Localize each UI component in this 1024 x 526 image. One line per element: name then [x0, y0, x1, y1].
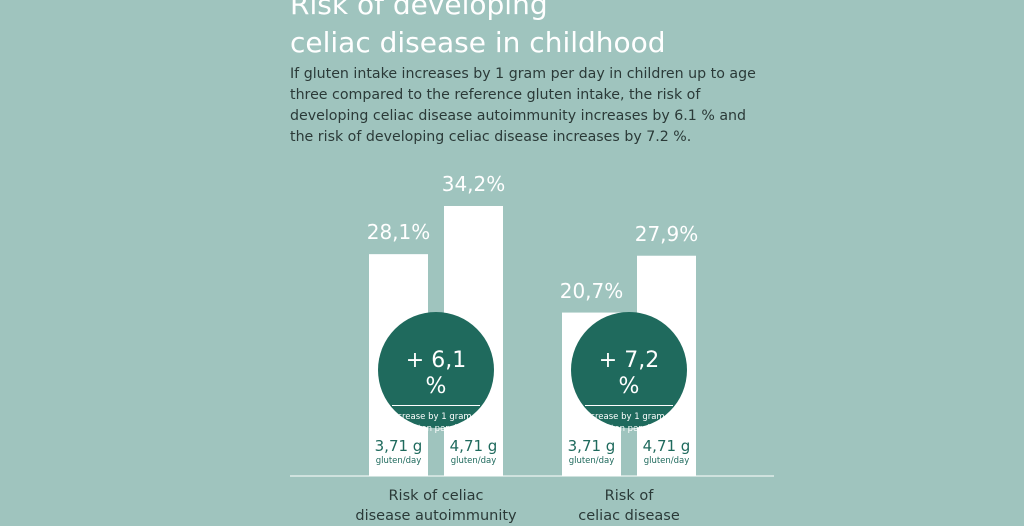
bar-chart: [290, 205, 774, 477]
gram-label-2-2: 4,71 g gluten/day: [637, 438, 696, 467]
value-label-2-1: 20,7%: [559, 278, 624, 303]
gram-amount: 3,71 g: [374, 437, 423, 455]
gram-amount: 4,71 g: [642, 437, 691, 455]
increase-note-line: gluten per day: [597, 424, 661, 434]
increase-bubble-2: + 7,2 % Increase by 1 gram of gluten per d…: [571, 312, 687, 434]
gram-unit: gluten/day: [450, 456, 497, 466]
gram-unit: gluten/day: [568, 456, 615, 466]
increase-note-line: Increase by 1 gram of: [389, 412, 483, 422]
gram-unit: gluten/day: [375, 456, 422, 466]
group-label-2: Risk of celiac disease: [519, 486, 739, 526]
increase-note-line: Increase by 1 gram of: [582, 412, 676, 422]
chart-subtitle: If gluten intake increases by 1 gram per…: [290, 66, 756, 145]
increase-note: Increase by 1 gram of gluten per day: [378, 411, 494, 435]
group-label-line-2: disease autoimmunity: [355, 508, 517, 524]
increase-value: + 7,2 %: [585, 348, 673, 406]
group-label-line-2: celiac disease: [578, 508, 680, 524]
gram-label-2-1: 3,71 g gluten/day: [562, 438, 621, 467]
gram-amount: 4,71 g: [449, 437, 498, 455]
gram-label-1-1: 3,71 g gluten/day: [369, 438, 428, 467]
gram-amount: 3,71 g: [567, 437, 616, 455]
value-label-1-1: 28,1%: [366, 220, 431, 245]
chart-title: Risk of developing celiac disease in chi…: [290, 0, 666, 62]
increase-value: + 6,1 %: [392, 348, 480, 406]
title-line-2: celiac disease in childhood: [290, 26, 666, 59]
gram-label-1-2: 4,71 g gluten/day: [444, 438, 503, 467]
value-label-1-2: 34,2%: [441, 171, 506, 196]
increase-note-line: gluten per day: [404, 424, 468, 434]
title-line-1: Risk of developing: [290, 0, 548, 21]
group-label-1: Risk of celiac disease autoimmunity: [326, 486, 546, 526]
gram-unit: gluten/day: [643, 456, 690, 466]
increase-bubble-1: + 6,1 % Increase by 1 gram of gluten per d…: [378, 312, 494, 434]
group-label-line-1: Risk of celiac: [388, 488, 484, 504]
value-label-2-2: 27,9%: [634, 221, 699, 246]
group-label-line-1: Risk of: [604, 488, 654, 504]
increase-note: Increase by 1 gram of gluten per day: [571, 411, 687, 435]
